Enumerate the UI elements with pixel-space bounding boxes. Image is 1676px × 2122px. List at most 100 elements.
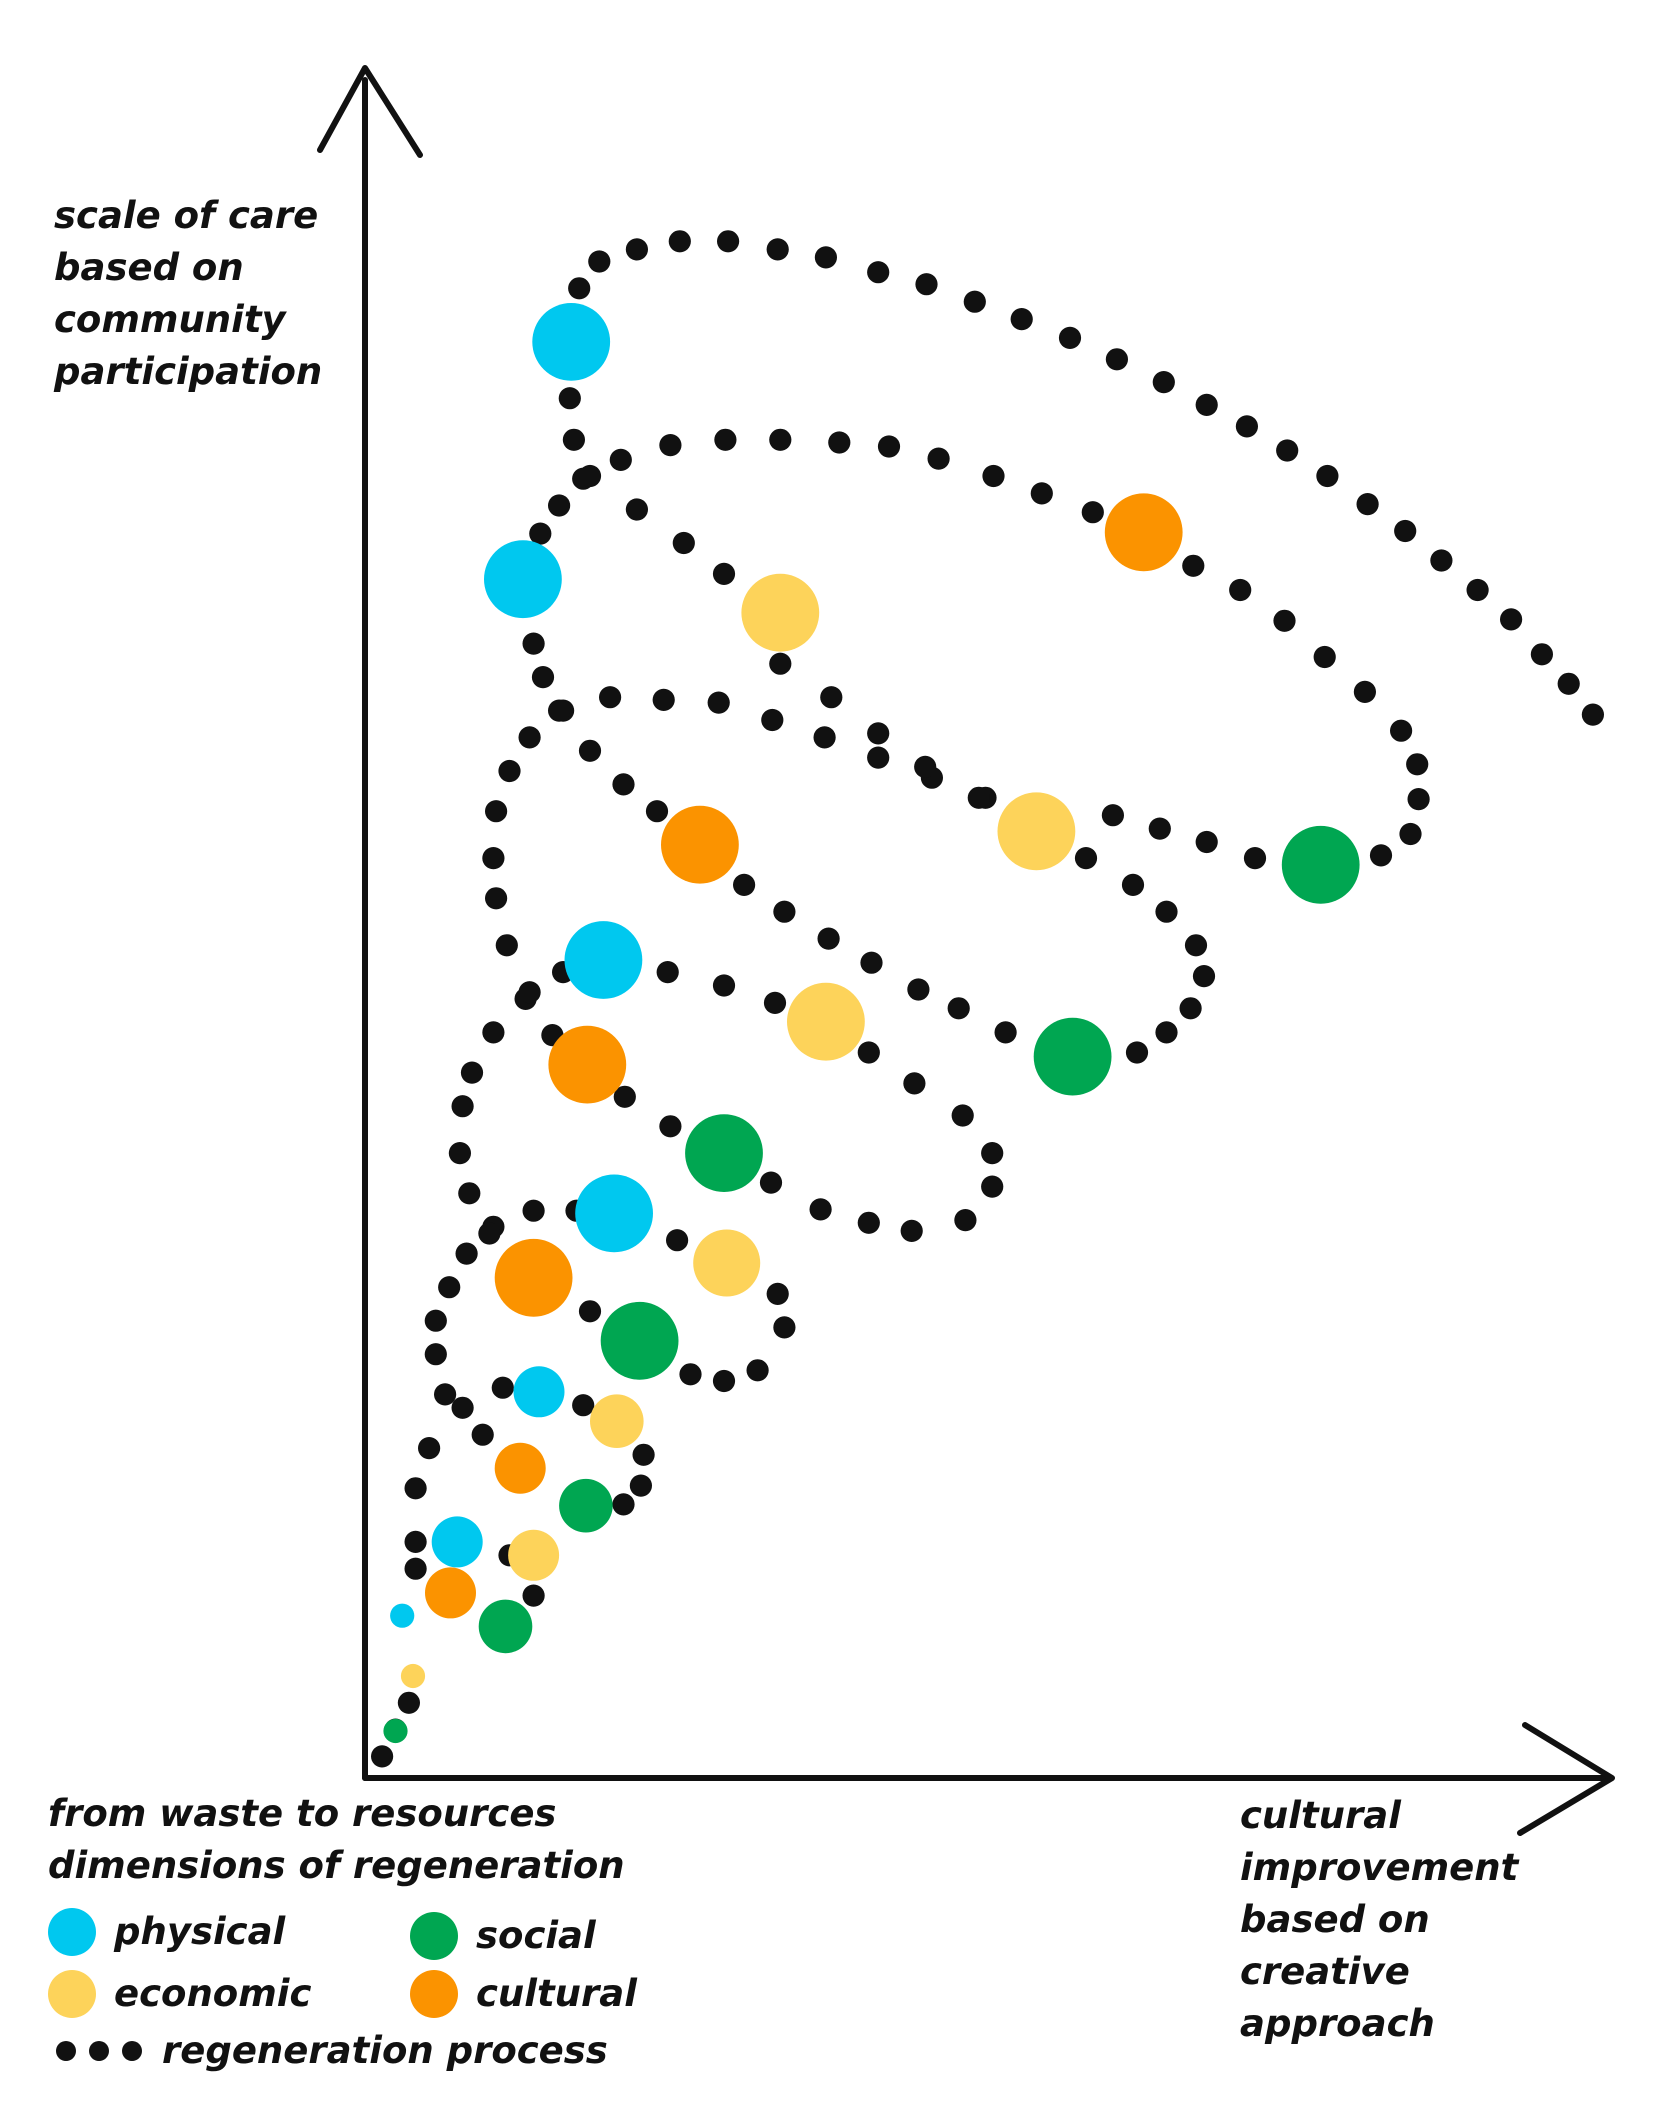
x-axis-label-line: creative [1240,1950,1410,1993]
physical-node [431,1516,483,1568]
process-dot [1195,393,1218,416]
process-dot [659,434,682,457]
process-dot [981,1175,1004,1198]
y-axis-label-line: community [54,298,286,341]
process-dot [1399,822,1422,846]
process-dot [612,1493,635,1516]
cultural-node [661,805,739,884]
process-dot [1121,873,1145,897]
economic-node [997,792,1076,871]
y-axis-label-line: participation [54,350,323,393]
process-dot [1184,934,1208,957]
cultural-node [548,1025,627,1104]
process-dot [498,759,521,783]
process-dot [766,238,789,261]
process-dot [578,739,602,762]
process-dot [1406,753,1429,776]
process-dot [609,448,632,471]
social-node [559,1478,613,1533]
process-dot [907,978,930,1001]
process-dot [967,786,990,809]
process-dot [1316,464,1339,488]
process-dot [817,927,840,950]
process-dot [599,686,622,709]
process-dot [613,1085,636,1108]
process-dot [1010,308,1033,331]
process-dot [1273,609,1296,632]
social-node [685,1114,763,1192]
x-axis-arrowhead [1517,1722,1615,1836]
cultural-node [494,1238,573,1317]
process-dot [518,726,541,749]
process-dot [482,847,505,870]
process-dot [1192,965,1216,988]
process-dots-icon [56,2041,142,2061]
axes [317,65,1615,1836]
process-dot [1105,348,1128,371]
process-dot [1058,326,1082,349]
process-dot [717,230,740,253]
dimension-nodes [383,303,1360,1744]
process-dot [478,1222,501,1245]
process-dot [1353,680,1376,704]
process-dot [679,1363,702,1386]
process-dot [900,1219,923,1242]
x-axis-label: cultural improvement based on creative a… [1240,1790,1518,2050]
process-dot [761,708,784,732]
social-swatch-icon [410,1912,458,1960]
process-dot [1148,817,1171,840]
y-axis-arrowhead [317,65,423,158]
process-dot [857,1041,880,1064]
process-dot [947,997,970,1020]
process-dot [877,435,901,458]
social-node [383,1718,408,1744]
process-dot [548,494,571,517]
legend-label: cultural [476,1972,637,2015]
process-dot [813,726,836,749]
process-dot [1530,643,1553,666]
legend-item-cultural: cultural [410,1968,637,2020]
economic-node [590,1394,644,1448]
process-dot [1581,703,1604,726]
process-dot [769,428,792,451]
physical-node [532,303,611,381]
process-dot [495,934,518,957]
process-dot [1407,788,1430,811]
social-node [1033,1017,1112,1096]
cultural-node [425,1567,476,1619]
process-dot [1155,1021,1178,1044]
social-node [478,1599,533,1654]
x-axis-label-line: approach [1240,2002,1435,2045]
process-dot [482,1021,505,1044]
process-dot [1466,578,1489,602]
cultural-node [1104,493,1183,572]
process-dot [531,666,555,689]
process-dot [404,1557,427,1580]
process-dot [746,1359,769,1382]
process-dot [625,238,649,261]
process-dot [529,522,552,545]
process-dot [766,1282,789,1305]
process-dot [1074,847,1098,870]
economic-node [508,1529,560,1581]
process-dot [1125,1041,1149,1064]
process-dot [1081,501,1104,524]
process-dot [418,1437,441,1460]
x-axis-label-line: based on [1240,1898,1430,1941]
process-dot [588,250,611,273]
process-dot [1101,804,1124,827]
process-dot [903,1072,926,1095]
y-axis-label-line: scale of care [54,194,319,237]
process-dot [809,1198,832,1221]
y-axis-label-line: based on [54,246,244,289]
process-dot [1356,493,1379,516]
y-axis-label: scale of care based on community partici… [54,190,322,398]
physical-node [575,1174,653,1253]
process-dot [1030,482,1053,505]
process-dot [994,1021,1017,1044]
process-dot [672,531,695,555]
process-dot [451,1095,474,1118]
process-dot [438,1276,461,1299]
legend-label: regeneration process [162,2029,608,2072]
economic-node [787,982,865,1061]
